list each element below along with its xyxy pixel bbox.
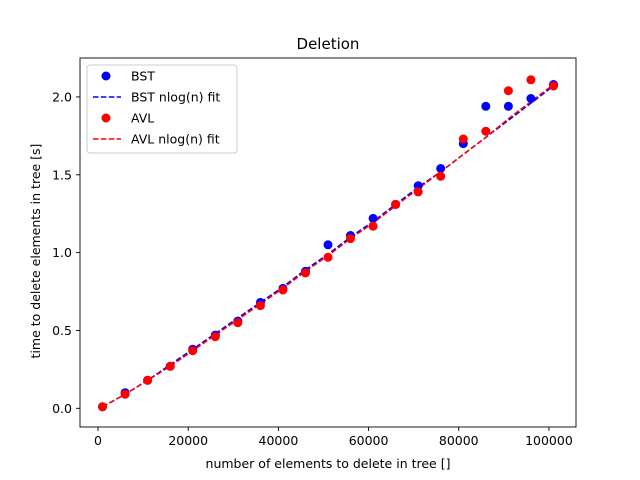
bst-nlog-n-fit-legend-label: BST nlog(n) fit bbox=[131, 90, 220, 105]
avl-point bbox=[210, 332, 220, 342]
avl-legend-marker bbox=[101, 113, 111, 123]
x-tick-label: 40000 bbox=[259, 433, 299, 448]
bst-point bbox=[526, 94, 536, 103]
avl-point bbox=[323, 252, 333, 262]
bst-point bbox=[436, 164, 446, 173]
avl-point bbox=[346, 234, 355, 244]
avl-point bbox=[503, 86, 513, 96]
y-axis-ticks: 0.0 0.5 1.0 1.5 2.0 bbox=[52, 89, 80, 416]
y-tick-label: 0.0 bbox=[52, 401, 72, 416]
bst-legend-label: BST bbox=[131, 69, 155, 84]
bst-point bbox=[503, 101, 513, 111]
avl-point bbox=[165, 361, 175, 371]
bst-point bbox=[413, 181, 423, 191]
plot-area bbox=[79, 57, 577, 428]
avl-point bbox=[413, 187, 423, 197]
bst-point bbox=[481, 101, 491, 111]
bst-point bbox=[323, 240, 333, 250]
avl-point bbox=[278, 285, 288, 295]
avl-point bbox=[549, 81, 558, 91]
bst-point bbox=[368, 213, 378, 223]
avl-point bbox=[255, 301, 265, 311]
x-tick-label: 80000 bbox=[439, 433, 479, 448]
avl-point bbox=[188, 346, 198, 356]
axes-frame bbox=[79, 57, 577, 428]
x-tick-label: 20000 bbox=[168, 433, 208, 448]
avl-point bbox=[301, 268, 310, 278]
y-axis-label: time to delete elements in tree [s] bbox=[28, 144, 43, 359]
legend-box bbox=[86, 64, 238, 154]
avl-point bbox=[436, 171, 446, 181]
avl-point bbox=[391, 199, 401, 209]
x-tick-label: 0 bbox=[94, 433, 102, 448]
avl-point bbox=[98, 402, 107, 412]
x-tick-label: 60000 bbox=[349, 433, 389, 448]
chart-title: Deletion bbox=[297, 35, 360, 53]
avl-point bbox=[233, 318, 243, 328]
y-tick-label: 1.5 bbox=[52, 167, 72, 182]
legend: BST BST nlog(n) fit AVL AVL nlog(n) fit bbox=[86, 64, 238, 154]
x-axis-ticks: 0 20000 40000 60000 80000 100000 bbox=[94, 427, 573, 448]
avl-point bbox=[526, 75, 536, 85]
avl-point bbox=[458, 134, 468, 144]
y-tick-label: 0.5 bbox=[52, 323, 72, 338]
avl-point bbox=[143, 375, 153, 385]
bst-legend-marker bbox=[101, 71, 111, 81]
avl-point bbox=[481, 126, 491, 136]
avl-nlog-n-fit-legend-label: AVL nlog(n) fit bbox=[131, 132, 220, 147]
x-tick-label: 100000 bbox=[525, 433, 573, 448]
avl-legend-label: AVL bbox=[131, 111, 154, 126]
avl-point bbox=[368, 221, 378, 231]
avl-point bbox=[120, 389, 130, 399]
y-tick-label: 2.0 bbox=[52, 89, 72, 104]
x-axis-label: number of elements to delete in tree [] bbox=[206, 456, 451, 471]
y-tick-label: 1.0 bbox=[52, 245, 72, 260]
